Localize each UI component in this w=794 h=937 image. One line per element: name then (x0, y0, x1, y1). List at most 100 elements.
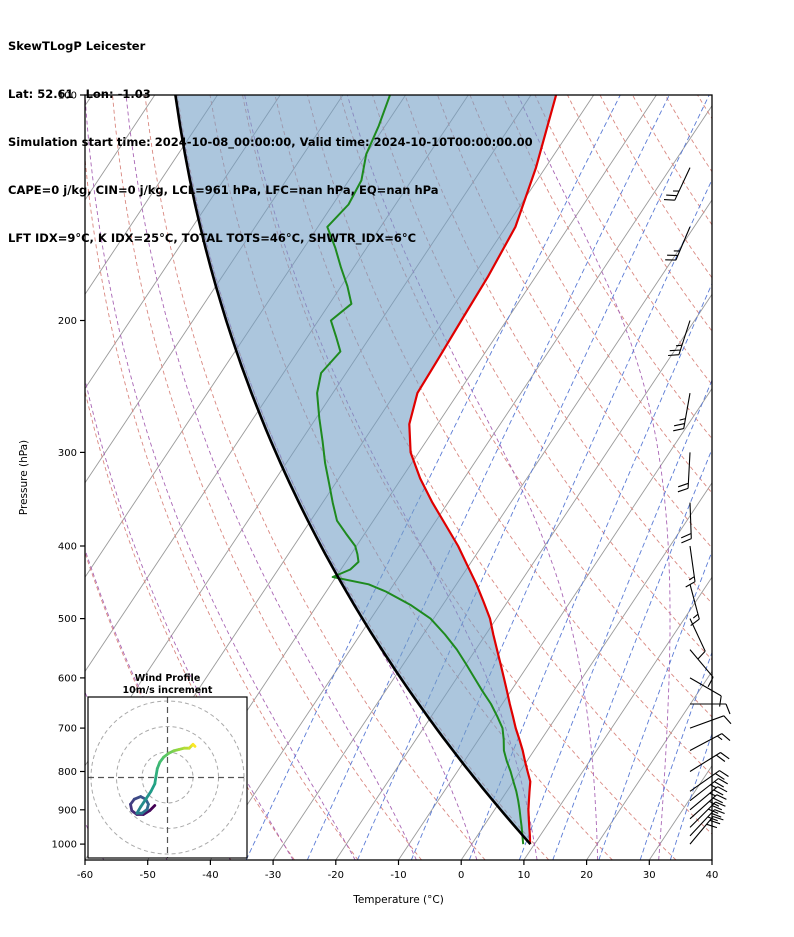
dewpoint-curve (316, 95, 525, 845)
moist-adiabat-line (346, 95, 599, 860)
wind-barb (689, 715, 732, 729)
isotherm-line (523, 576, 712, 860)
wind-barb (689, 733, 731, 751)
x-axis-title: Temperature (°C) (352, 894, 444, 906)
wind-barb (689, 778, 728, 802)
wind-barb (689, 809, 725, 837)
dry-adiabat-line (307, 95, 712, 776)
wind-barb (665, 226, 691, 261)
wind-barb (668, 320, 691, 357)
y-tick-label: 1000 (52, 840, 77, 851)
wind-barb (689, 649, 714, 687)
y-tick-label: 500 (58, 614, 77, 625)
mixing-ratio-line (357, 95, 710, 860)
dry-adiabat-line (599, 95, 712, 279)
isotherm-line (335, 293, 712, 860)
dry-adiabat-line (567, 95, 712, 332)
indices-line: LFT IDX=9°C, K IDX=25°C, TOTAL TOTS=46°C… (8, 231, 417, 245)
mixing-ratio-line (468, 282, 712, 860)
dry-adiabat-line (502, 95, 712, 440)
hodograph-subtitle: 10m/s increment (123, 685, 213, 696)
y-axis-title: Pressure (hPa) (18, 440, 30, 515)
y-tick-label: 700 (58, 724, 77, 735)
hodograph-trace-segment (144, 790, 153, 801)
hodograph-title: Wind Profile (135, 673, 201, 684)
moist-adiabat-line (517, 95, 671, 860)
wind-barb (673, 393, 691, 432)
x-tick-label: -40 (202, 870, 218, 881)
hodograph-trace-segment (191, 743, 197, 748)
parcel-curve (174, 95, 532, 845)
wind-barb (689, 770, 729, 792)
x-tick-label: 0 (458, 870, 464, 881)
mixing-ratio-line (552, 448, 712, 860)
mixing-ratio-line (639, 651, 712, 860)
isotherm-line (711, 859, 712, 860)
isotherm-line (85, 95, 218, 296)
hodograph-trace-segment (149, 782, 157, 793)
x-tick-label: -30 (265, 870, 281, 881)
chart-title: SkewTLogP Leicester (8, 39, 146, 53)
wind-barbs-column (663, 167, 732, 845)
wind-barb (689, 786, 728, 811)
wind-barb (689, 815, 724, 845)
chart-header: SkewTLogP Leicester Lat: 52.61 Lon: -1.0… (8, 6, 533, 278)
sounding-curves (174, 95, 558, 845)
hodograph-inset (87, 696, 248, 859)
wind-barb (689, 801, 726, 828)
wind-barb (689, 584, 700, 627)
y-tick-label: 400 (58, 542, 77, 553)
mixing-ratio-line (518, 379, 712, 860)
x-tick-label: -10 (390, 870, 406, 881)
wind-barb (685, 545, 696, 588)
cape-cin-lcl-line: CAPE=0 j/kg, CIN=0 j/kg, LCL=961 hPa, LF… (8, 183, 439, 197)
x-tick-label: -50 (140, 870, 156, 881)
dry-adiabat-line (632, 95, 712, 226)
x-tick-label: 20 (580, 870, 593, 881)
dry-adiabat-line (664, 95, 712, 173)
x-tick-label: 10 (518, 870, 531, 881)
x-tick-label: 30 (643, 870, 656, 881)
wind-barb (677, 452, 691, 493)
x-tick-label: -60 (77, 870, 93, 881)
moist-adiabat-line (125, 95, 417, 860)
x-tick-label: -20 (328, 870, 344, 881)
y-tick-label: 600 (58, 673, 77, 684)
temperature-curve (408, 95, 558, 845)
x-tick-label: 40 (706, 870, 719, 881)
dry-adiabat-line (339, 95, 712, 718)
wind-barb (663, 167, 691, 201)
lat-lon-line: Lat: 52.61 Lon: -1.03 (8, 87, 151, 101)
sim-valid-time-line: Simulation start time: 2024-10-08_00:00:… (8, 135, 533, 149)
mixing-ratio-line (306, 95, 670, 860)
isotherm-line (460, 482, 712, 860)
wind-barb (689, 677, 722, 707)
dry-adiabat-line (85, 154, 359, 860)
isotherm-line (210, 104, 712, 860)
dry-adiabat-line (144, 95, 486, 860)
moist-adiabat-line (85, 377, 294, 860)
y-tick-label: 300 (58, 448, 77, 459)
isotherm-line (272, 199, 712, 860)
y-tick-label: 200 (58, 316, 77, 327)
isotherm-line (85, 95, 281, 390)
wind-barb (689, 752, 730, 772)
dry-adiabat-line (274, 95, 712, 835)
isotherm-line (586, 670, 712, 860)
y-tick-label: 900 (58, 805, 77, 816)
moist-adiabat-line (85, 95, 356, 860)
y-tick-label: 800 (58, 767, 77, 778)
wind-barb (689, 794, 727, 820)
dry-adiabat-line (534, 95, 712, 386)
mixing-ratio-line (598, 550, 712, 860)
mixing-ratio-line (245, 95, 621, 860)
hodograph-border (87, 696, 248, 859)
wind-barb (690, 703, 731, 715)
dry-adiabat-line (85, 389, 295, 860)
y-tick-label: 100 (58, 91, 77, 102)
wind-barb (680, 502, 692, 544)
hodograph-trace-segment (139, 797, 148, 809)
